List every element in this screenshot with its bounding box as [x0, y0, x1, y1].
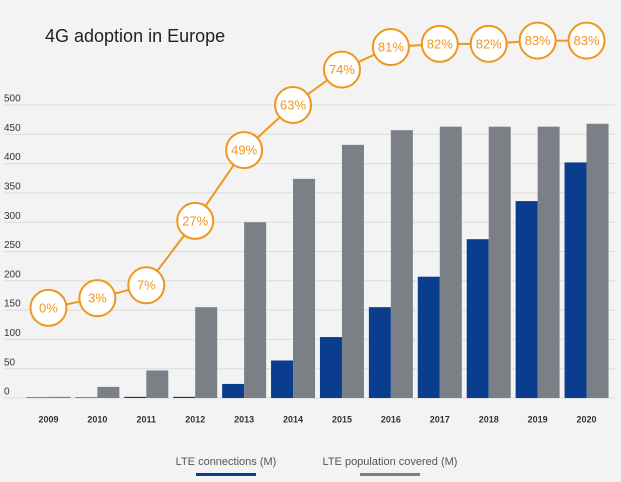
bar: [244, 222, 267, 398]
x-tick-label: 2012: [185, 414, 205, 424]
data-label: 3%: [88, 291, 107, 306]
data-label: 49%: [231, 143, 257, 158]
point: [371, 28, 410, 67]
data-label: 82%: [427, 36, 453, 51]
data-label: 81%: [378, 39, 404, 54]
bar: [146, 370, 169, 398]
bar: [195, 307, 218, 398]
x-tick-label: 2020: [577, 414, 597, 424]
bar: [97, 386, 120, 398]
legend-label: LTE connections (M): [176, 456, 277, 468]
x-tick-label: 2015: [332, 414, 352, 424]
x-tick-label: 2011: [137, 414, 157, 424]
x-tick-label: 2017: [430, 414, 450, 424]
bar: [26, 397, 49, 398]
bar: [124, 396, 147, 398]
x-tick-label: 2013: [234, 414, 254, 424]
data-label: 7%: [137, 278, 156, 293]
point: [322, 50, 361, 89]
x-tick-label: 2018: [479, 414, 499, 424]
x-tick-label: 2014: [283, 414, 303, 424]
bar: [368, 307, 391, 398]
data-label: 0%: [39, 300, 58, 315]
y-tick-label: 150: [4, 299, 21, 310]
x-tick-label: 2016: [381, 414, 401, 424]
legend-swatch: [196, 473, 256, 476]
y-tick-label: 450: [4, 123, 21, 134]
legend-swatch: [360, 473, 420, 476]
x-tick-label: 2019: [528, 414, 548, 424]
y-tick-label: 200: [4, 269, 21, 280]
point: [274, 86, 313, 124]
point: [225, 131, 264, 170]
point: [29, 288, 68, 327]
point: [127, 266, 166, 305]
bar: [439, 126, 462, 398]
x-tick-label: 2010: [87, 414, 107, 424]
bar: [75, 397, 98, 398]
chart-title: 4G adoption in Europe: [45, 26, 225, 46]
data-label: 27%: [182, 213, 208, 228]
point: [176, 201, 215, 240]
bar: [293, 178, 316, 398]
bar: [319, 337, 342, 398]
bar: [488, 126, 511, 398]
point: [567, 21, 606, 60]
legend-label: LTE population covered (M): [323, 456, 458, 468]
data-label: 83%: [574, 33, 600, 48]
bar: [515, 201, 538, 398]
bar: [537, 126, 560, 398]
bar: [466, 239, 489, 398]
data-label: 83%: [525, 33, 551, 48]
y-tick-label: 400: [4, 152, 21, 163]
data-label: 63%: [280, 97, 306, 112]
bar: [48, 396, 71, 398]
data-label: 82%: [476, 36, 502, 51]
bar: [564, 162, 587, 398]
point: [518, 21, 557, 60]
y-tick-label: 100: [4, 328, 21, 339]
bar: [417, 276, 440, 398]
point: [78, 279, 117, 318]
bar: [341, 144, 364, 398]
bar: [173, 396, 196, 398]
data-label: 74%: [329, 62, 355, 77]
y-tick-label: 50: [4, 357, 16, 368]
bar: [222, 383, 245, 398]
y-tick-label: 500: [4, 94, 21, 105]
y-tick-label: 300: [4, 211, 21, 222]
y-tick-label: 350: [4, 182, 21, 193]
bar: [390, 130, 413, 398]
bar: [271, 360, 294, 398]
point: [420, 24, 459, 63]
y-tick-label: 0: [4, 387, 10, 398]
bar: [586, 123, 609, 398]
y-tick-label: 250: [4, 240, 21, 251]
point: [469, 24, 508, 63]
x-tick-label: 2009: [38, 414, 58, 424]
